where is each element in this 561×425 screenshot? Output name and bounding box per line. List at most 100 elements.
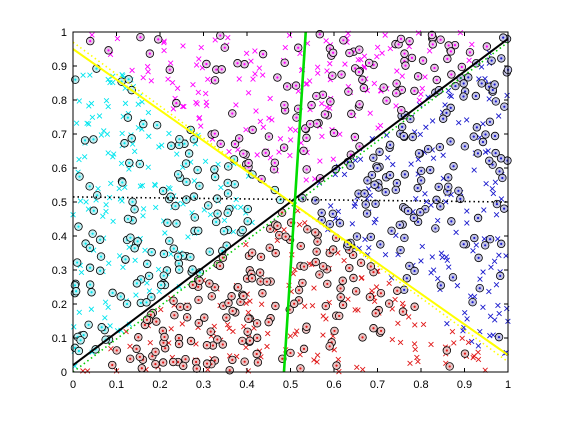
x-marker-stroke [349,221,356,227]
circle-marker-left [108,288,117,298]
x-marker-top [379,50,385,56]
circle-marker-core [411,135,414,139]
circle-marker-right [361,200,370,209]
circle-marker-top [299,146,308,156]
x-marker-stroke [250,76,256,82]
x-marker-stroke [486,288,492,295]
x-marker-right [463,117,470,123]
x-marker-bottom [264,343,270,350]
x-marker-stroke [71,324,77,330]
x-marker-stroke [144,63,151,70]
circle-marker-core [395,92,398,95]
circle-marker-right [448,273,458,282]
x-marker-stroke [142,247,148,254]
circle-marker-core [135,347,138,350]
circle-marker-core [127,78,130,81]
circle-marker-right [459,92,468,101]
circle-marker-core [318,273,321,276]
x-marker-stroke [224,321,231,328]
x-marker-right [408,161,414,167]
circle-marker-core [445,349,448,352]
circle-marker-core [226,192,230,195]
x-marker-top [148,78,155,84]
x-marker-right [423,198,430,205]
x-marker-stroke [382,251,389,258]
circle-marker-core [400,88,403,92]
circle-marker-top [280,58,289,67]
x-marker-stroke [292,127,299,134]
x-marker-stroke [319,133,325,140]
circle-marker-left [194,226,203,235]
circle-marker-core [338,222,342,225]
x-marker-top [257,118,264,125]
circle-marker-core [197,285,200,288]
x-marker-right [357,156,364,162]
circle-marker-right [492,199,502,209]
circle-marker-core [284,235,287,238]
x-marker-stroke [470,354,476,361]
x-marker-top [367,110,373,116]
x-marker-stroke [393,232,399,239]
x-marker-stroke [422,191,428,197]
circle-marker-core [221,249,224,252]
circle-marker-top [410,86,419,96]
x-marker-left [142,247,148,254]
x-marker-stroke [102,315,108,321]
circle-marker-top [307,100,316,110]
x-marker-stroke [320,332,326,338]
circle-marker-left [95,266,105,275]
circle-marker-core [183,142,186,145]
x-marker-stroke [442,102,448,108]
x-marker-stroke [486,96,492,102]
x-marker-stroke [190,81,196,88]
circle-marker-core [251,128,254,131]
x-marker-stroke [131,148,138,155]
circle-marker-core [462,243,465,246]
x-marker-right [492,179,499,185]
circle-marker-core [500,57,503,60]
x-marker-stroke [245,309,252,316]
x-marker-right [498,196,505,202]
circle-marker-core [213,175,217,179]
circle-marker-core [142,123,145,126]
circle-marker-core [467,76,470,79]
circle-marker-core [424,208,427,211]
x-marker-right [349,221,356,227]
circle-marker-core [170,144,173,147]
circle-marker-top [280,100,289,110]
x-marker-stroke [145,109,152,116]
circle-marker-core [361,336,364,339]
x-marker-stroke [397,339,404,346]
circle-marker-bottom [376,326,386,336]
x-marker-stroke [295,88,302,94]
x-marker-stroke [438,250,445,256]
x-marker-stroke [85,121,92,127]
x-marker-left [156,144,162,150]
circle-marker-left [188,265,197,274]
x-marker-stroke [422,74,428,80]
circle-marker-left [193,165,202,175]
circle-marker-right [464,73,473,82]
circle-marker-core [323,113,326,116]
x-marker-top [422,74,428,80]
x-marker-stroke [320,313,326,319]
x-marker-stroke [107,51,114,58]
x-marker-left [105,103,111,110]
x-marker-stroke [459,335,465,341]
x-marker-stroke [412,322,418,328]
circle-marker-core [162,274,165,277]
circle-marker-right [469,132,478,141]
circle-marker-core [196,168,199,172]
circle-marker-core [177,342,181,346]
circle-marker-right [298,193,307,203]
circle-marker-right [397,122,407,132]
circle-marker-core [430,33,434,37]
x-marker-stroke [306,78,313,84]
circle-marker-core [76,261,79,264]
y-tick-label: 0.7 [52,129,67,141]
circle-marker-core [145,301,148,304]
x-marker-stroke [383,132,390,138]
x-marker-stroke [315,70,321,76]
circle-marker-left [75,172,84,181]
x-marker-stroke [371,80,378,87]
